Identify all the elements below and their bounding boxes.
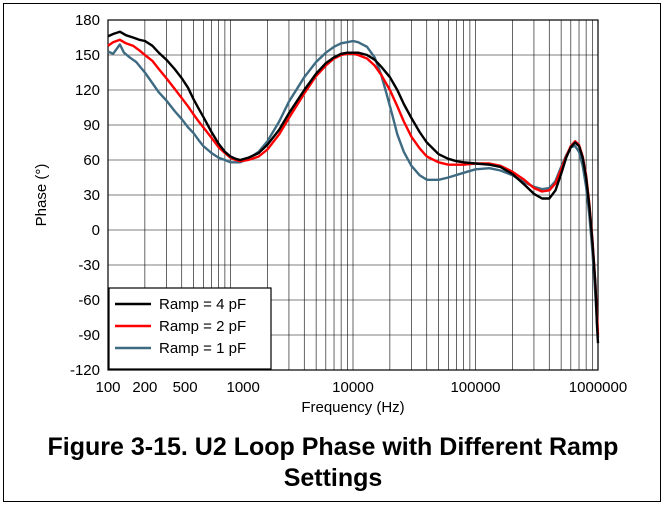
x-axis-label: Frequency (Hz) xyxy=(301,399,404,416)
y-axis-label: Phase (°) xyxy=(33,164,50,227)
figure-caption: Figure 3-15. U2 Loop Phase with Differen… xyxy=(0,432,666,494)
y-tick-label: -120 xyxy=(70,362,100,379)
y-tick-label: 120 xyxy=(75,82,100,99)
y-tick-label: 60 xyxy=(83,152,100,169)
legend-label: Ramp = 1 pF xyxy=(159,340,246,357)
y-tick-label: -60 xyxy=(78,292,100,309)
legend-label: Ramp = 4 pF xyxy=(159,296,246,313)
y-tick-label: -90 xyxy=(78,327,100,344)
y-tick-label: -30 xyxy=(78,257,100,274)
legend-box xyxy=(108,287,272,370)
caption-line-1: Figure 3-15. U2 Loop Phase with Differen… xyxy=(47,433,619,461)
y-tick-label: 0 xyxy=(92,222,100,239)
series-line xyxy=(107,30,600,344)
legend-label: Ramp = 2 pF xyxy=(159,318,246,335)
y-tick-label: 150 xyxy=(75,47,100,64)
x-tick-label: 10000 xyxy=(332,379,374,396)
y-tick-label: 180 xyxy=(75,12,100,29)
x-tick-label: 200 xyxy=(132,379,157,396)
caption-line-2: Settings xyxy=(283,464,383,492)
x-tick-label: 1000 xyxy=(227,379,260,396)
plot-area xyxy=(107,19,599,371)
y-tick-label: 90 xyxy=(83,117,100,134)
series-line xyxy=(107,39,600,338)
x-tick-label: 1000000 xyxy=(569,379,627,396)
figure-frame xyxy=(3,3,661,502)
x-tick-label: 500 xyxy=(173,379,198,396)
x-tick-label: 100000 xyxy=(450,379,500,396)
x-tick-label: 100 xyxy=(95,379,120,396)
y-tick-label: 30 xyxy=(83,187,100,204)
